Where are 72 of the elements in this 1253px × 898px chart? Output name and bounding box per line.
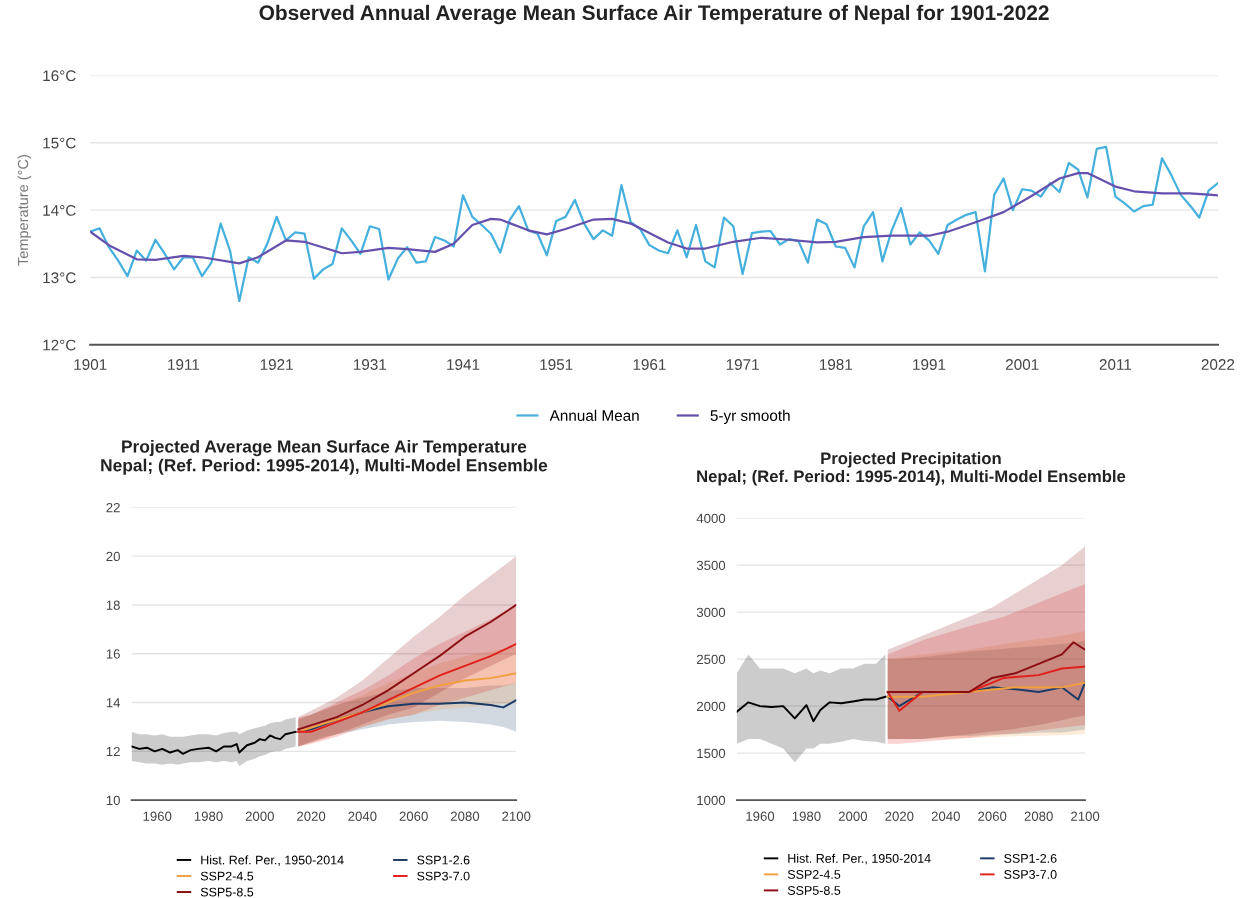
- x-tick-label: 1941: [447, 359, 480, 370]
- y-tick-label: 10: [106, 795, 120, 806]
- x-tick-label: 2040: [931, 811, 960, 821]
- y-tick-label: 16°C: [43, 70, 76, 82]
- legend-label: SSP5-8.5: [787, 886, 841, 895]
- legend-label: SSP3-7.0: [1004, 870, 1057, 879]
- x-tick-label: 2020: [297, 811, 326, 821]
- x-tick-label: 1960: [746, 811, 775, 821]
- x-tick-label: 2060: [399, 811, 428, 821]
- y-axis-title: Temperature (°C): [17, 155, 32, 266]
- y-tick-label: 12°C: [43, 339, 76, 351]
- x-tick-label: 2022: [1201, 359, 1235, 370]
- x-tick-label: 1960: [143, 811, 172, 821]
- x-tick-label: 1981: [819, 359, 853, 370]
- x-tick-label: 1971: [726, 359, 759, 370]
- x-tick-label: 1951: [540, 359, 573, 370]
- line-series: [131, 730, 297, 755]
- line-series: [886, 681, 1086, 698]
- y-tick-label: 20: [106, 551, 120, 562]
- line-series: [297, 643, 517, 733]
- y-tick-label: 3500: [696, 560, 726, 571]
- y-tick-label: 1000: [697, 795, 726, 806]
- legend-label: 5-yr smooth: [710, 409, 790, 425]
- line-series: [736, 695, 887, 723]
- x-tick-label: 1980: [194, 811, 223, 821]
- y-tick-label: 18: [106, 600, 120, 610]
- legend-label: Hist. Ref. Per., 1950-2014: [201, 855, 344, 866]
- y-tick-label: 1500: [697, 748, 726, 759]
- y-tick-label: 16: [106, 649, 120, 659]
- legend-label: Annual Mean: [549, 409, 639, 421]
- line-series: [297, 672, 517, 733]
- y-tick-label: 12: [106, 746, 120, 757]
- x-tick-label: 2011: [1099, 359, 1132, 370]
- x-tick-label: 2000: [838, 811, 868, 821]
- x-tick-label: 2100: [1071, 811, 1100, 821]
- x-tick-label: 2040: [348, 811, 377, 821]
- y-tick-label: 2000: [696, 701, 726, 712]
- x-tick-label: 2000: [245, 811, 274, 821]
- y-tick-label: 13°C: [43, 272, 76, 284]
- x-tick-label: 2080: [1024, 811, 1053, 821]
- x-tick-label: 1901: [74, 359, 107, 370]
- legend-label: SSP1-2.6: [1004, 853, 1057, 863]
- legend-label: SSP3-7.0: [417, 871, 470, 881]
- x-tick-label: 2080: [450, 811, 480, 821]
- legend-label: SSP2-4.5: [200, 871, 254, 881]
- x-tick-label: 2100: [502, 811, 531, 821]
- line-series: [90, 171, 1218, 265]
- x-tick-label: 1921: [260, 359, 293, 370]
- legend-label: SSP1-2.6: [417, 855, 470, 865]
- x-tick-label: 1991: [913, 359, 946, 370]
- x-tick-label: 2001: [1005, 359, 1039, 370]
- y-tick-label: 4000: [696, 513, 726, 524]
- chart-title: Observed Annual Average Mean Surface Air Temperature of Nepal for 1901-2022: [259, 4, 1049, 25]
- y-tick-label: 15°C: [43, 137, 76, 149]
- legend-label: SSP2-4.5: [787, 870, 841, 879]
- x-tick-label: 1961: [633, 359, 666, 370]
- x-tick-label: 2020: [885, 811, 914, 821]
- y-tick-label: 3000: [696, 607, 726, 618]
- chart-title: Projected Precipitation Nepal; (Ref. Period: 1995-2014), Multi-Model Ensemble: [697, 452, 1126, 486]
- y-tick-label: 22: [106, 502, 120, 513]
- line-series: [886, 641, 1086, 693]
- x-tick-label: 1911: [168, 359, 200, 370]
- line-series: [90, 145, 1218, 303]
- x-tick-label: 1931: [353, 359, 387, 370]
- y-tick-label: 2500: [696, 654, 726, 665]
- legend-label: Hist. Ref. Per., 1950-2014: [788, 853, 931, 865]
- legend-label: SSP5-8.5: [200, 887, 254, 897]
- chart-title: Projected Average Mean Surface Air Temperature Nepal; (Ref. Period: 1995-2014), Multi-Model Ensemble: [101, 439, 548, 475]
- y-tick-label: 14: [106, 698, 121, 708]
- y-tick-label: 14°C: [43, 205, 76, 216]
- x-tick-label: 2060: [978, 811, 1007, 821]
- x-tick-label: 1980: [792, 811, 821, 821]
